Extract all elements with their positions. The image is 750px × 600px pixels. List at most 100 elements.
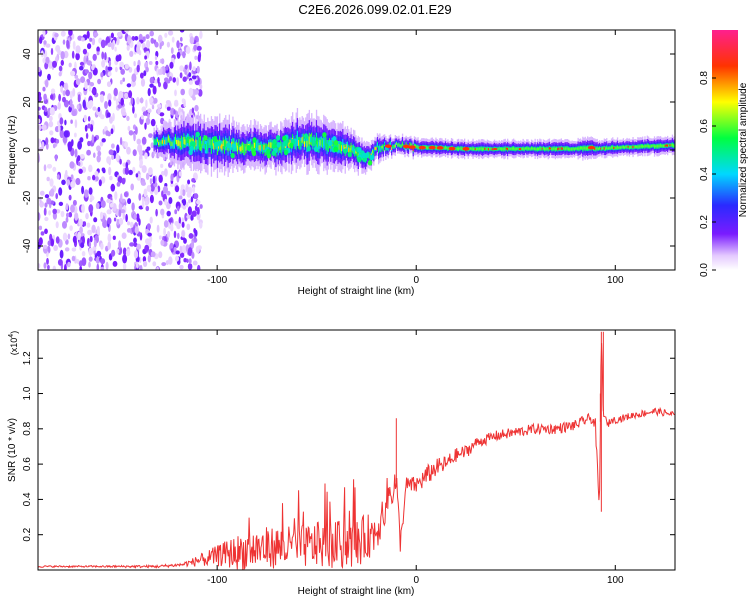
ridge-blob	[195, 131, 200, 138]
ridge-cell	[179, 141, 181, 148]
ridge-cell	[481, 147, 484, 151]
noise-blob	[141, 165, 147, 174]
noise-blob	[115, 66, 118, 73]
noise-blob	[38, 138, 42, 144]
noise-blob	[172, 77, 176, 83]
noise-blob	[109, 202, 114, 208]
ridge-cell	[176, 140, 178, 145]
noise-blob	[59, 129, 64, 139]
ridge-cell	[659, 144, 662, 147]
ridge-cell	[196, 143, 198, 149]
ridge-cell	[351, 147, 353, 151]
noise-blob	[104, 101, 108, 109]
noise-blob	[55, 236, 60, 244]
noise-blob	[198, 89, 203, 97]
ridge-cell	[584, 146, 586, 150]
noise-blob	[83, 221, 87, 227]
noise-blob	[170, 248, 174, 253]
noise-blob	[75, 52, 80, 61]
ridge-cell	[229, 146, 232, 152]
ridge-peak	[418, 145, 426, 150]
ridge-cell	[262, 146, 264, 152]
ridge-cell	[277, 147, 279, 153]
ridge-cell	[185, 138, 187, 144]
noise-blob	[120, 97, 124, 106]
ridge-cell	[528, 147, 530, 150]
noise-blob	[177, 205, 180, 212]
noise-blob	[91, 134, 95, 143]
ridge-cell	[487, 148, 490, 151]
ridge-cell	[484, 147, 486, 150]
noise-blob	[68, 62, 72, 68]
noise-blob	[106, 156, 111, 164]
noise-blob	[105, 36, 111, 45]
noise-blob	[77, 155, 81, 162]
ridge-blob	[203, 135, 208, 141]
noise-blob	[99, 94, 104, 103]
noise-blob	[194, 80, 200, 86]
noise-blob	[149, 216, 153, 224]
noise-blob	[45, 137, 49, 146]
ridge-cell	[350, 145, 352, 151]
noise-blob	[125, 248, 131, 257]
noise-blob	[87, 229, 93, 236]
ridge-cell	[637, 145, 639, 149]
noise-blob	[50, 88, 56, 94]
noise-blob	[107, 93, 112, 102]
noise-blob	[100, 200, 106, 208]
noise-blob	[150, 251, 156, 258]
noise-blob	[199, 204, 203, 209]
noise-blob	[77, 94, 81, 103]
noise-blob	[69, 225, 73, 231]
ridge-cell	[596, 147, 598, 150]
noise-blob	[111, 42, 115, 50]
ridge-cell	[398, 143, 400, 146]
noise-blob	[81, 204, 85, 213]
ridge-cell	[624, 146, 626, 149]
ridge-blob	[313, 146, 319, 152]
ridge-cell	[210, 142, 213, 151]
noise-blob	[150, 37, 155, 44]
ridge-cell	[399, 145, 401, 148]
noise-blob	[111, 249, 116, 257]
ridge-cell	[610, 146, 613, 149]
ridge-cell	[259, 144, 262, 151]
ridge-cell	[409, 143, 411, 146]
noise-blob	[52, 143, 56, 149]
noise-blob	[110, 128, 114, 135]
ridge-blob	[289, 142, 294, 149]
noise-blob	[58, 71, 62, 77]
ridge-cell	[662, 144, 664, 147]
ridge-cell	[539, 147, 541, 150]
noise-blob	[170, 47, 174, 54]
noise-blob	[39, 36, 43, 44]
noise-blob	[124, 63, 129, 70]
noise-blob	[100, 242, 104, 250]
ridge-cell	[550, 147, 552, 150]
noise-blob	[158, 174, 163, 183]
spectrogram-xlabel: Height of straight line (km)	[298, 286, 415, 297]
noise-blob	[45, 56, 50, 65]
ridge-blob	[251, 150, 257, 157]
ridge-blob	[369, 154, 375, 161]
noise-blob	[87, 176, 91, 181]
noise-blob	[164, 198, 168, 206]
ridge-cell	[536, 147, 539, 151]
ridge-cell	[668, 144, 670, 147]
ridge-cell	[411, 144, 413, 147]
noise-blob	[149, 83, 154, 88]
spectrogram-panel: -100 0 100 -40 -20 0 20 40 Height of straight l…	[7, 29, 676, 297]
ridge-cell	[341, 145, 343, 152]
noise-blob	[157, 107, 161, 116]
ridge-cell	[526, 147, 528, 150]
noise-blob	[185, 46, 191, 55]
ridge-cell	[405, 142, 407, 145]
x-tick-label: 100	[607, 275, 624, 286]
ridge-cell	[160, 141, 162, 145]
noise-blob	[169, 76, 172, 82]
noise-blob	[92, 106, 97, 111]
noise-blob	[88, 241, 92, 248]
noise-blob	[40, 231, 45, 236]
ridge-cell	[489, 147, 491, 150]
ridge-cell	[486, 147, 488, 150]
